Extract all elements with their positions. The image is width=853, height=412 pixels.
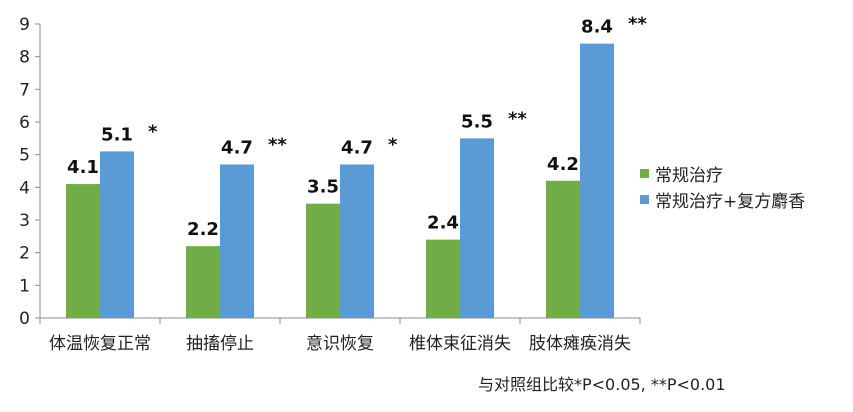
significance-marker: ** [628, 14, 647, 35]
bar-series-2 [460, 138, 494, 318]
bar-series-2 [340, 164, 374, 318]
x-category-label: 肢体瘫痪消失 [529, 334, 631, 354]
y-tick-label: 7 [19, 80, 30, 100]
data-label-series-2: 5.5 [461, 111, 493, 132]
bar-series-1 [426, 239, 460, 318]
significance-marker: ** [268, 134, 287, 155]
data-label-series-2: 4.7 [341, 137, 373, 158]
bar-series-1 [66, 184, 100, 318]
bar-series-1 [546, 180, 580, 318]
data-label-series-1: 2.4 [427, 213, 459, 234]
bar-series-1 [186, 246, 220, 318]
significance-marker: ** [508, 108, 527, 129]
bar-series-1 [306, 203, 340, 318]
footnote: 与对照组比较*P<0.05, **P<0.01 [478, 375, 726, 394]
bar-series-2 [220, 164, 254, 318]
legend-swatch-series-1 [640, 168, 649, 178]
legend-swatch-series-2 [640, 194, 649, 204]
significance-marker: * [388, 134, 398, 155]
significance-marker: * [148, 121, 158, 142]
data-label-series-2: 5.1 [101, 124, 133, 145]
bar-series-2 [580, 43, 614, 318]
y-tick-label: 8 [19, 48, 30, 68]
y-tick-label: 6 [19, 113, 30, 133]
data-label-series-2: 8.4 [581, 17, 613, 38]
legend-label-series-1: 常规治疗 [655, 165, 723, 186]
x-category-label: 体温恢复正常 [49, 334, 151, 354]
y-tick-label: 2 [19, 244, 30, 264]
bar-series-2 [100, 151, 134, 318]
legend: 常规治疗 常规治疗+复方麝香 [640, 160, 805, 212]
y-tick-label: 0 [19, 309, 30, 329]
data-label-series-1: 3.5 [307, 177, 339, 198]
y-tick-label: 5 [19, 146, 30, 166]
x-category-label: 椎体束征消失 [409, 334, 511, 354]
y-tick-label: 4 [19, 178, 30, 198]
data-label-series-1: 2.2 [187, 219, 219, 240]
data-label-series-1: 4.2 [547, 154, 579, 175]
data-label-series-2: 4.7 [221, 137, 253, 158]
legend-label-series-2: 常规治疗+复方麝香 [655, 191, 806, 212]
y-tick-label: 9 [19, 15, 30, 35]
x-category-label: 意识恢复 [306, 334, 374, 354]
data-label-series-1: 4.1 [67, 157, 99, 178]
y-tick-label: 3 [19, 211, 30, 231]
legend-item-series-2: 常规治疗+复方麝香 [640, 186, 805, 212]
legend-item-series-1: 常规治疗 [640, 160, 805, 186]
x-category-label: 抽搐停止 [186, 334, 254, 354]
y-tick-label: 1 [19, 276, 30, 296]
